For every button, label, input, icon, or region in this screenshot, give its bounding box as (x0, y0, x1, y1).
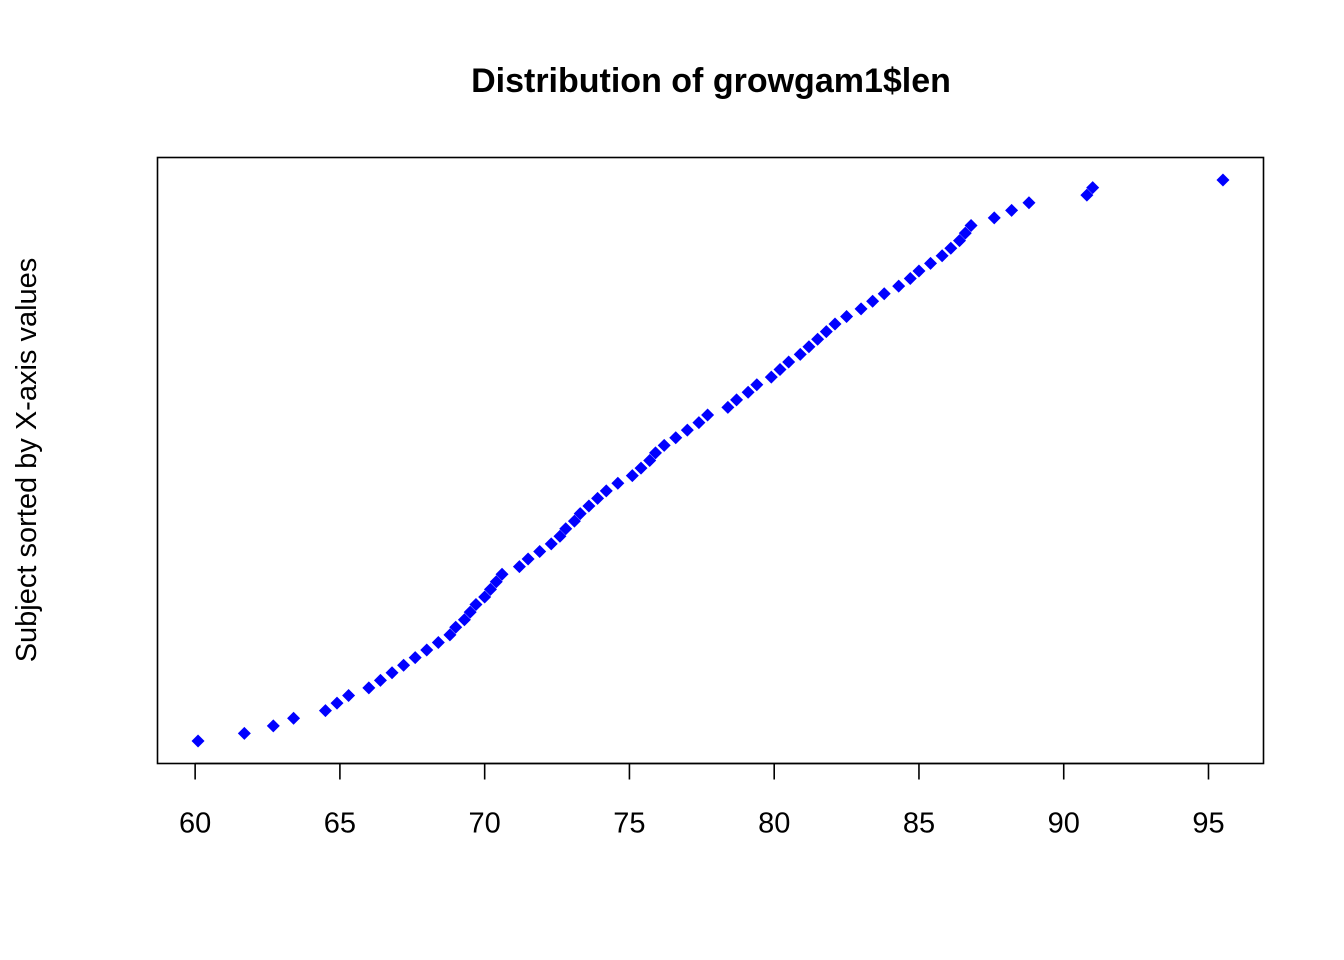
data-point (362, 681, 376, 695)
data-point (342, 689, 356, 703)
data-point (397, 658, 411, 672)
data-point (420, 643, 434, 657)
data-point (489, 575, 503, 589)
data-point (591, 491, 605, 505)
data-point (1005, 203, 1019, 217)
data-point (721, 400, 735, 414)
data-point (854, 302, 868, 316)
data-point (533, 544, 547, 558)
x-tick-label: 95 (1192, 808, 1224, 840)
data-point (964, 218, 978, 232)
data-point (625, 469, 639, 483)
data-point (819, 325, 833, 339)
data-point (730, 393, 744, 407)
data-point (811, 332, 825, 346)
data-point (692, 416, 706, 430)
data-point (582, 499, 596, 513)
x-axis: 60 65 70 75 80 85 90 95 (179, 762, 1225, 840)
data-point (330, 696, 344, 710)
x-tick-label: 60 (179, 808, 211, 840)
data-point (611, 476, 625, 490)
data-point (191, 734, 205, 748)
data-point (469, 598, 483, 612)
data-point (924, 256, 938, 270)
data-point (903, 272, 917, 286)
data-point (648, 446, 662, 460)
data-points (191, 173, 1230, 748)
x-tick-label: 75 (613, 808, 645, 840)
data-point (840, 309, 854, 323)
data-point (408, 651, 422, 665)
data-point (782, 355, 796, 369)
data-point (952, 234, 966, 248)
data-point (373, 673, 387, 687)
data-point (443, 628, 457, 642)
x-tick-label: 70 (469, 808, 501, 840)
data-point (1086, 181, 1100, 195)
data-point (912, 264, 926, 278)
data-point (559, 522, 573, 536)
data-point (802, 340, 816, 354)
data-point (544, 537, 558, 551)
data-point (764, 370, 778, 384)
data-point (567, 514, 581, 528)
data-point (318, 704, 332, 718)
x-tick-label: 65 (324, 808, 356, 840)
data-point (750, 378, 764, 392)
data-point (877, 287, 891, 301)
data-point (987, 211, 1001, 225)
data-point (773, 363, 787, 377)
data-point (266, 719, 280, 733)
plot-area-frame (156, 156, 1265, 765)
data-point (1080, 188, 1094, 202)
data-point (634, 461, 648, 475)
data-point (657, 438, 671, 452)
data-point (495, 567, 509, 581)
data-point (431, 635, 445, 649)
data-point (793, 347, 807, 361)
data-point (944, 241, 958, 255)
data-point (866, 294, 880, 308)
data-point (287, 711, 301, 725)
data-point (680, 423, 694, 437)
data-point (237, 726, 251, 740)
data-point (828, 317, 842, 331)
data-point (669, 431, 683, 445)
x-tick-label: 85 (903, 808, 935, 840)
data-point (483, 582, 497, 596)
data-point (449, 620, 463, 634)
y-axis-label: Subject sorted by X-axis values (11, 258, 43, 663)
data-point (521, 552, 535, 566)
data-point (701, 408, 715, 422)
data-point (553, 529, 567, 543)
data-point (463, 605, 477, 619)
x-tick-label: 80 (758, 808, 790, 840)
data-point (1022, 196, 1036, 210)
data-point (478, 590, 492, 604)
data-point (892, 279, 906, 293)
data-point (935, 249, 949, 263)
chart-title: Distribution of growgam1$len (471, 62, 951, 100)
data-point (573, 507, 587, 521)
data-point (741, 385, 755, 399)
data-point (599, 484, 613, 498)
x-tick-label: 90 (1048, 808, 1080, 840)
data-point (385, 666, 399, 680)
data-point (1216, 173, 1230, 187)
data-point (512, 560, 526, 574)
data-point (643, 454, 657, 467)
data-point (958, 226, 972, 240)
data-point (457, 613, 471, 627)
